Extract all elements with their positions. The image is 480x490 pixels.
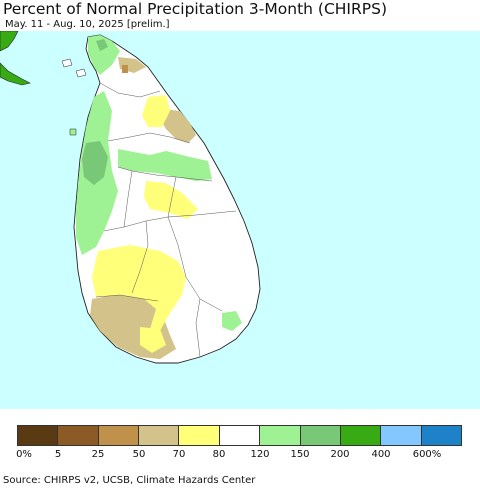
color-legend [17, 425, 462, 446]
zone-west-midcoast [78, 207, 104, 243]
legend-swatch-10 [421, 426, 461, 445]
legend-swatch-3 [139, 426, 180, 445]
legend-swatch-8 [340, 426, 382, 445]
legend-label: 25 [91, 449, 105, 460]
islet-2 [75, 68, 87, 78]
zone-north-tip-dark [96, 39, 108, 51]
islet-3 [69, 128, 77, 136]
legend-label: 0% [16, 449, 32, 460]
india-coast-tip [0, 62, 31, 86]
zone-central-wet [118, 149, 212, 181]
source-credit: Source: CHIRPS v2, UCSB, Climate Hazards… [3, 475, 256, 486]
zone-southeast-wet [222, 311, 242, 331]
india-mainland [0, 31, 19, 52]
zone-south-yellow-2 [140, 327, 166, 353]
zone-central-yellow [144, 181, 198, 219]
legend-swatch-4 [179, 426, 220, 445]
date-range: May. 11 - Aug. 10, 2025 [prelim.] [5, 19, 170, 30]
legend-swatch-0 [18, 426, 59, 445]
legend-swatch-2 [98, 426, 140, 445]
legend-label: 70 [172, 449, 186, 460]
legend-label: 400 [371, 449, 391, 460]
zone-west-wetter [82, 141, 108, 185]
legend-label: 120 [250, 449, 270, 460]
zone-north-tip [88, 35, 120, 75]
zone-jaffna-red [122, 65, 128, 73]
legend-label: 50 [132, 449, 146, 460]
islet-1 [61, 58, 73, 68]
legend-swatch-9 [381, 426, 422, 445]
legend-swatch-5 [219, 426, 261, 445]
province-boundaries [95, 82, 237, 358]
legend-labels: 0% 5 25 50 70 80 120 150 200 400 600% [0, 449, 480, 463]
legend-label: 5 [54, 449, 62, 460]
legend-label: 150 [290, 449, 310, 460]
legend-label: 80 [212, 449, 226, 460]
zone-northeast-dry [160, 109, 196, 143]
zone-south-yellow [92, 245, 186, 331]
legend-swatch-6 [260, 426, 301, 445]
legend-swatch-1 [58, 426, 99, 445]
legend-label: 200 [330, 449, 350, 460]
legend-swatch-7 [300, 426, 341, 445]
precipitation-map [0, 31, 480, 409]
zone-northeast-yellow [142, 95, 170, 127]
page-title: Percent of Normal Precipitation 3-Month … [3, 0, 387, 18]
legend-label: 600% [412, 449, 442, 460]
